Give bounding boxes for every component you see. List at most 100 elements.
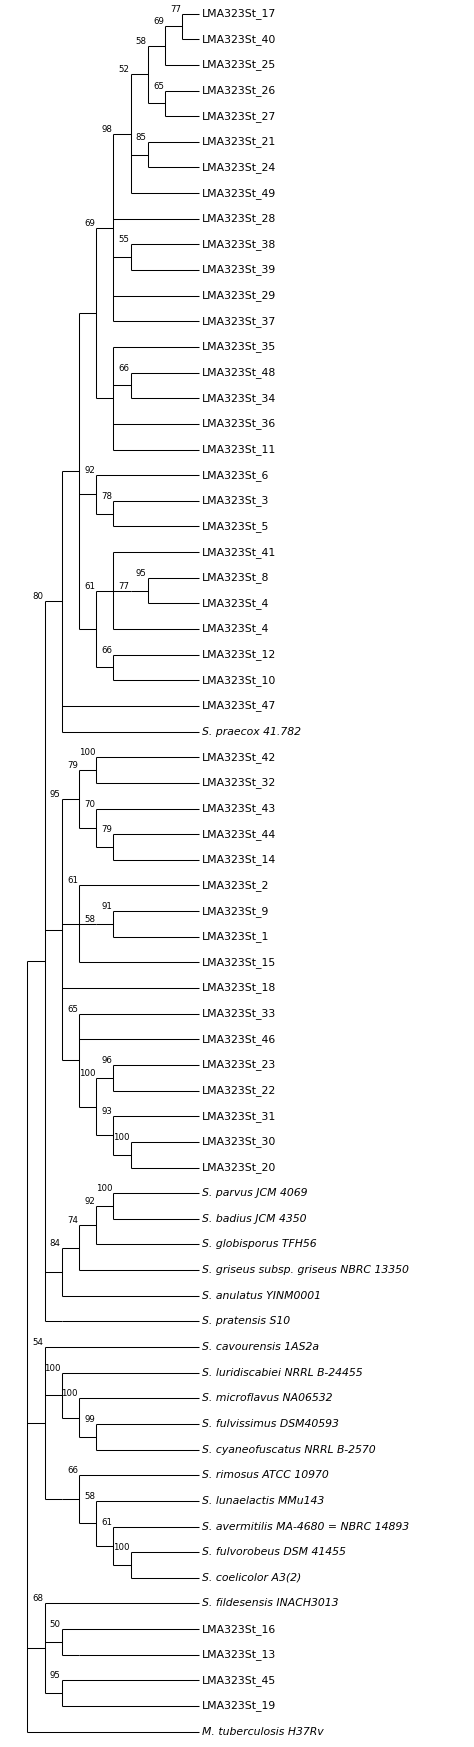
Text: 93: 93 — [101, 1108, 112, 1116]
Text: 100: 100 — [79, 748, 95, 756]
Text: 65: 65 — [67, 1005, 78, 1013]
Text: LMA323St_1: LMA323St_1 — [201, 931, 269, 942]
Text: 61: 61 — [84, 582, 95, 590]
Text: LMA323St_17: LMA323St_17 — [201, 9, 276, 19]
Text: LMA323St_15: LMA323St_15 — [201, 957, 276, 968]
Text: 92: 92 — [84, 466, 95, 475]
Text: LMA323St_18: LMA323St_18 — [201, 982, 276, 994]
Text: S. lunaelactis MMu143: S. lunaelactis MMu143 — [201, 1495, 324, 1506]
Text: 58: 58 — [84, 1492, 95, 1501]
Text: S. rimosus ATCC 10970: S. rimosus ATCC 10970 — [201, 1471, 328, 1480]
Text: 92: 92 — [84, 1197, 95, 1205]
Text: LMA323St_42: LMA323St_42 — [201, 751, 276, 763]
Text: 66: 66 — [101, 646, 112, 655]
Text: S. coelicolor A3(2): S. coelicolor A3(2) — [201, 1572, 301, 1583]
Text: LMA323St_31: LMA323St_31 — [201, 1111, 276, 1122]
Text: LMA323St_41: LMA323St_41 — [201, 547, 276, 557]
Text: 95: 95 — [50, 1672, 61, 1681]
Text: S. globisporus TFH56: S. globisporus TFH56 — [201, 1239, 316, 1249]
Text: LMA323St_47: LMA323St_47 — [201, 701, 276, 711]
Text: 95: 95 — [50, 790, 61, 798]
Text: 69: 69 — [153, 17, 164, 26]
Text: LMA323St_11: LMA323St_11 — [201, 444, 276, 454]
Text: 54: 54 — [33, 1338, 44, 1347]
Text: LMA323St_35: LMA323St_35 — [201, 341, 276, 353]
Text: S. avermitilis MA-4680 = NBRC 14893: S. avermitilis MA-4680 = NBRC 14893 — [201, 1522, 409, 1532]
Text: LMA323St_9: LMA323St_9 — [201, 905, 269, 917]
Text: 70: 70 — [84, 800, 95, 809]
Text: 77: 77 — [118, 582, 129, 590]
Text: 61: 61 — [101, 1518, 112, 1527]
Text: LMA323St_48: LMA323St_48 — [201, 367, 276, 377]
Text: LMA323St_20: LMA323St_20 — [201, 1162, 276, 1172]
Text: S. pratensis S10: S. pratensis S10 — [201, 1317, 290, 1326]
Text: LMA323St_38: LMA323St_38 — [201, 239, 276, 250]
Text: LMA323St_45: LMA323St_45 — [201, 1675, 276, 1686]
Text: S. anulatus YINM0001: S. anulatus YINM0001 — [201, 1291, 320, 1302]
Text: 61: 61 — [67, 877, 78, 886]
Text: 69: 69 — [84, 218, 95, 227]
Text: 85: 85 — [136, 133, 147, 142]
Text: LMA323St_49: LMA323St_49 — [201, 187, 276, 199]
Text: LMA323St_27: LMA323St_27 — [201, 110, 276, 122]
Text: LMA323St_4: LMA323St_4 — [201, 597, 269, 610]
Text: LMA323St_29: LMA323St_29 — [201, 290, 276, 300]
Text: LMA323St_16: LMA323St_16 — [201, 1623, 276, 1635]
Text: LMA323St_32: LMA323St_32 — [201, 777, 276, 788]
Text: 96: 96 — [101, 1055, 112, 1066]
Text: LMA323St_8: LMA323St_8 — [201, 573, 269, 583]
Text: 79: 79 — [67, 762, 78, 770]
Text: S. fildesensis INACH3013: S. fildesensis INACH3013 — [201, 1599, 338, 1609]
Text: 68: 68 — [33, 1595, 44, 1604]
Text: 95: 95 — [136, 570, 147, 578]
Text: 100: 100 — [79, 1069, 95, 1078]
Text: LMA323St_34: LMA323St_34 — [201, 393, 276, 404]
Text: LMA323St_30: LMA323St_30 — [201, 1136, 276, 1148]
Text: 84: 84 — [50, 1239, 61, 1247]
Text: 58: 58 — [84, 915, 95, 924]
Text: LMA323St_14: LMA323St_14 — [201, 854, 276, 865]
Text: LMA323St_33: LMA323St_33 — [201, 1008, 276, 1019]
Text: 100: 100 — [44, 1364, 61, 1373]
Text: LMA323St_28: LMA323St_28 — [201, 213, 276, 224]
Text: 74: 74 — [67, 1216, 78, 1225]
Text: LMA323St_4: LMA323St_4 — [201, 624, 269, 634]
Text: S. luridiscabiei NRRL B-24455: S. luridiscabiei NRRL B-24455 — [201, 1368, 362, 1378]
Text: S. fulvissimus DSM40593: S. fulvissimus DSM40593 — [201, 1419, 338, 1429]
Text: LMA323St_24: LMA323St_24 — [201, 162, 276, 173]
Text: LMA323St_13: LMA323St_13 — [201, 1649, 276, 1660]
Text: S. fulvorobeus DSM 41455: S. fulvorobeus DSM 41455 — [201, 1548, 346, 1557]
Text: LMA323St_22: LMA323St_22 — [201, 1085, 276, 1095]
Text: 50: 50 — [50, 1619, 61, 1630]
Text: LMA323St_6: LMA323St_6 — [201, 470, 269, 480]
Text: S. badius JCM 4350: S. badius JCM 4350 — [201, 1214, 306, 1225]
Text: LMA323St_26: LMA323St_26 — [201, 86, 276, 96]
Text: 66: 66 — [67, 1466, 78, 1474]
Text: 80: 80 — [33, 592, 44, 601]
Text: 99: 99 — [84, 1415, 95, 1424]
Text: S. praecox 41.782: S. praecox 41.782 — [201, 727, 301, 737]
Text: LMA323St_37: LMA323St_37 — [201, 316, 276, 327]
Text: 98: 98 — [101, 124, 112, 135]
Text: LMA323St_5: LMA323St_5 — [201, 521, 269, 531]
Text: 79: 79 — [101, 825, 112, 833]
Text: 91: 91 — [101, 901, 112, 912]
Text: S. microflavus NA06532: S. microflavus NA06532 — [201, 1394, 332, 1403]
Text: LMA323St_40: LMA323St_40 — [201, 33, 276, 45]
Text: 65: 65 — [153, 82, 164, 91]
Text: LMA323St_39: LMA323St_39 — [201, 264, 276, 276]
Text: S. cyaneofuscatus NRRL B-2570: S. cyaneofuscatus NRRL B-2570 — [201, 1445, 375, 1455]
Text: 100: 100 — [62, 1389, 78, 1398]
Text: LMA323St_3: LMA323St_3 — [201, 496, 269, 507]
Text: 100: 100 — [96, 1184, 112, 1193]
Text: LMA323St_2: LMA323St_2 — [201, 880, 269, 891]
Text: LMA323St_44: LMA323St_44 — [201, 828, 276, 840]
Text: 66: 66 — [118, 363, 129, 372]
Text: LMA323St_46: LMA323St_46 — [201, 1034, 276, 1045]
Text: 100: 100 — [113, 1132, 129, 1143]
Text: LMA323St_12: LMA323St_12 — [201, 650, 276, 660]
Text: 77: 77 — [170, 5, 181, 14]
Text: LMA323St_23: LMA323St_23 — [201, 1059, 276, 1071]
Text: LMA323St_19: LMA323St_19 — [201, 1700, 276, 1712]
Text: 58: 58 — [136, 37, 147, 45]
